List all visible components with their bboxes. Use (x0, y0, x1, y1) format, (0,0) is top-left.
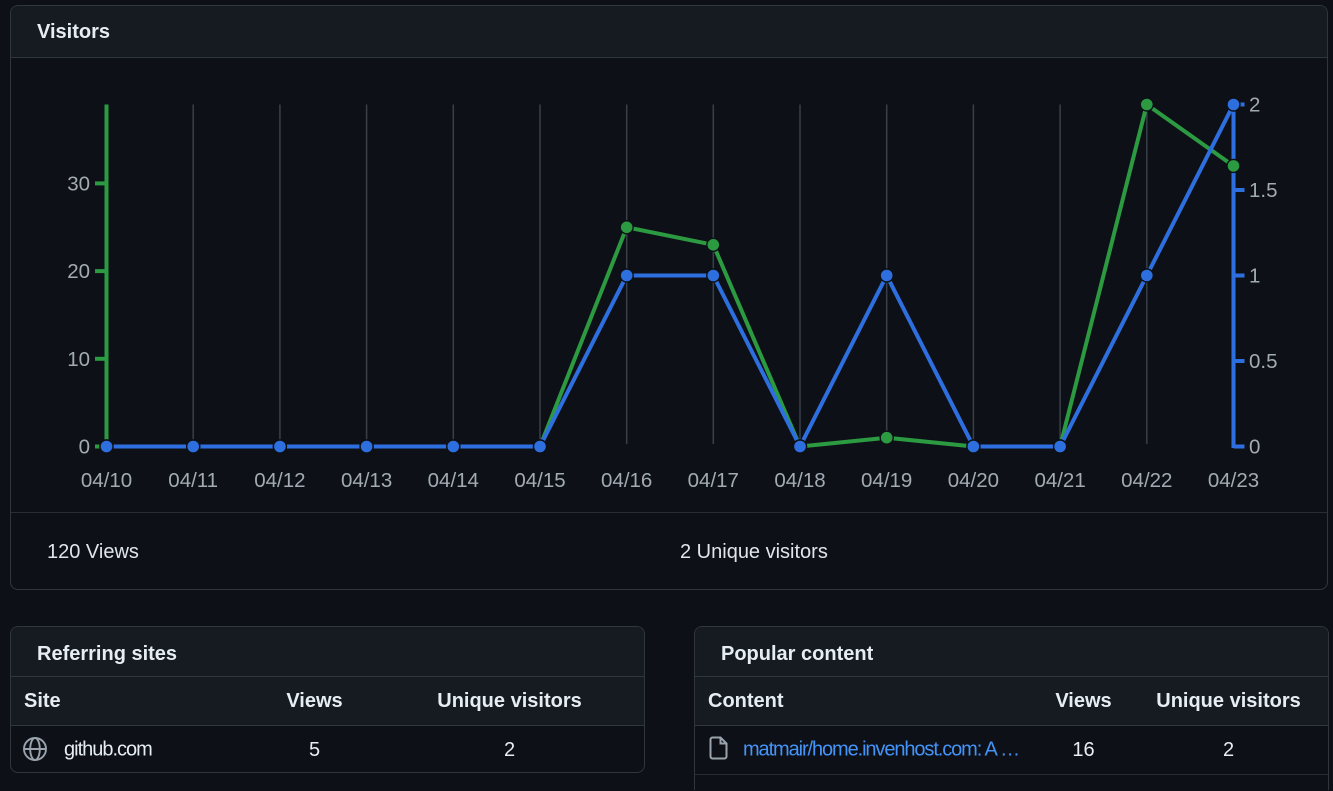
svg-text:04/23: 04/23 (1208, 469, 1259, 492)
svg-text:04/12: 04/12 (254, 469, 305, 492)
svg-text:20: 20 (67, 260, 90, 283)
svg-text:04/11: 04/11 (168, 469, 218, 492)
svg-text:04/17: 04/17 (688, 469, 739, 492)
svg-text:04/20: 04/20 (948, 469, 999, 492)
svg-text:04/10: 04/10 (81, 469, 132, 492)
svg-text:04/13: 04/13 (341, 469, 392, 492)
svg-text:0.5: 0.5 (1249, 350, 1278, 373)
svg-text:04/22: 04/22 (1121, 469, 1172, 492)
svg-text:04/19: 04/19 (861, 469, 912, 492)
svg-text:30: 30 (67, 172, 90, 195)
svg-text:0: 0 (79, 436, 90, 459)
svg-text:04/16: 04/16 (601, 469, 652, 492)
svg-text:04/15: 04/15 (514, 469, 565, 492)
svg-text:1: 1 (1249, 265, 1260, 288)
svg-text:04/14: 04/14 (428, 469, 479, 492)
svg-text:04/18: 04/18 (774, 469, 825, 492)
svg-text:04/21: 04/21 (1034, 469, 1085, 492)
svg-text:1.5: 1.5 (1249, 179, 1278, 202)
svg-text:10: 10 (67, 348, 90, 371)
svg-text:0: 0 (1249, 436, 1260, 459)
svg-text:2: 2 (1249, 94, 1260, 117)
